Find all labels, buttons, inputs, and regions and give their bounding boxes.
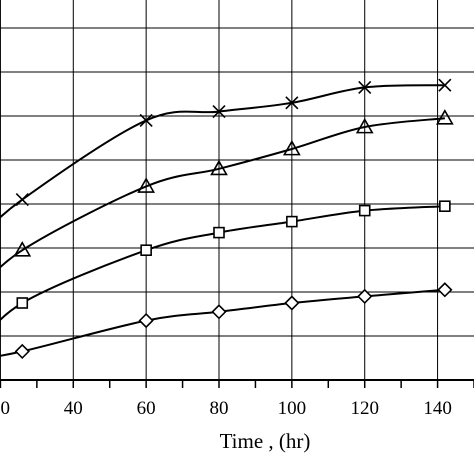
series-4-diamond-point-6 bbox=[357, 288, 373, 305]
x-tick-label-40: 40 bbox=[64, 398, 83, 419]
series-2-triangle-point-7 bbox=[435, 109, 454, 125]
series-1-cross-point-2-stroke-b bbox=[15, 193, 29, 207]
x-axis-title: Time , (hr) bbox=[220, 429, 311, 453]
series-3-square-point-7 bbox=[439, 200, 451, 212]
x-tick-label-60: 60 bbox=[137, 398, 156, 419]
series-2-triangle-point-4 bbox=[210, 159, 228, 176]
series-3-square-point-3 bbox=[140, 244, 152, 256]
series-1-cross-point-4 bbox=[212, 105, 226, 119]
series-3-square-point-5 bbox=[286, 215, 298, 228]
series-markers bbox=[13, 78, 454, 360]
x-tick-label-80: 80 bbox=[210, 398, 229, 419]
series-4-diamond-point-4 bbox=[211, 304, 227, 320]
series-2-triangle-point-5 bbox=[282, 139, 301, 156]
x-tick-labels: 20 40 60 80 100 120 140 bbox=[0, 398, 452, 419]
series-4-diamond-point-2 bbox=[14, 343, 30, 360]
series-2-triangle-point-6 bbox=[355, 117, 374, 134]
series-1-cross-point-7 bbox=[438, 78, 452, 92]
series-3-square-point-6 bbox=[358, 204, 371, 217]
series-3-square-point-2 bbox=[16, 297, 29, 309]
series-4-diamond-point-3 bbox=[138, 312, 154, 329]
x-tick-label-120: 120 bbox=[350, 398, 379, 419]
series-1-cross-point-4-stroke-b bbox=[212, 105, 226, 119]
series-1-cross-point-5 bbox=[285, 96, 299, 110]
series-2-triangle-point-3 bbox=[137, 177, 156, 193]
series-4-diamond-point-7 bbox=[437, 282, 453, 298]
x-tick-label-140: 140 bbox=[423, 398, 452, 419]
axes bbox=[0, 379, 474, 388]
series-1-cross-point-3-stroke-b bbox=[139, 113, 153, 127]
series-1-cross-point-6-stroke-b bbox=[358, 80, 372, 94]
series-1-cross-point-5-stroke-b bbox=[285, 96, 299, 110]
x-tick-label-100: 100 bbox=[278, 398, 307, 419]
series-1-cross-point-7-stroke-b bbox=[438, 78, 452, 92]
series-2-triangle-point-2 bbox=[13, 241, 32, 257]
x-tick-label-20: 20 bbox=[0, 398, 10, 419]
series-4-diamond-point-5 bbox=[284, 295, 300, 311]
series-1-cross-point-2 bbox=[15, 193, 29, 207]
series-1-cross-point-6 bbox=[358, 80, 372, 94]
series-3-square-point-4 bbox=[213, 226, 225, 239]
series-1-cross-point-3 bbox=[139, 113, 153, 127]
